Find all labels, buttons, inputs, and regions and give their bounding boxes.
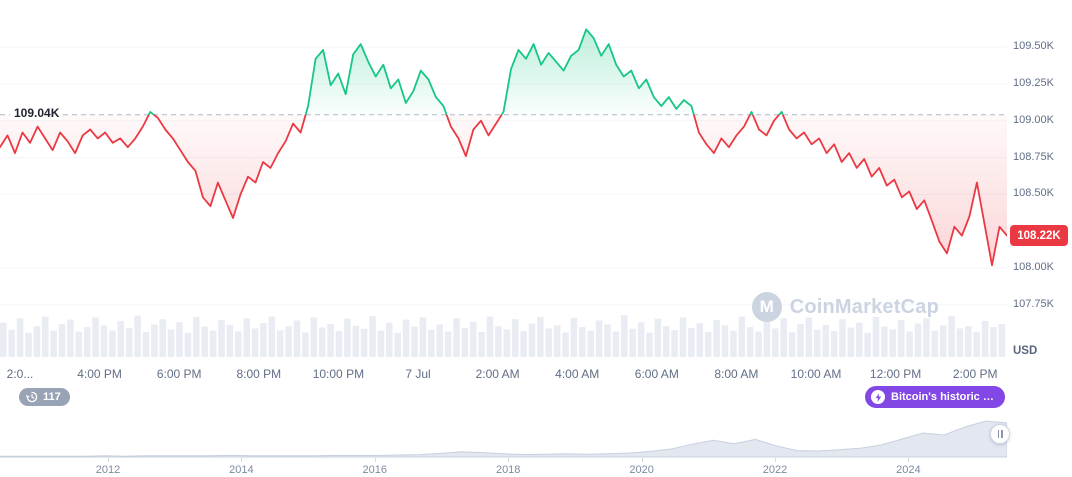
time-axis-label: 8:00 AM [714,367,759,381]
timeline-brush[interactable] [0,412,1008,458]
year-axis-label: 2020 [629,464,654,476]
price-chart-area[interactable]: 109.04K M CoinMarketCap [0,0,1007,360]
coinmarketcap-watermark-text: CoinMarketCap [789,295,939,318]
historic-data-badge[interactable]: Bitcoin's historic $... [865,386,1005,408]
watchlist-count-pill[interactable]: 117 [19,388,70,406]
brush-mini-chart[interactable] [0,412,1008,458]
year-tick [108,458,109,462]
lightning-icon [871,390,885,404]
time-axis-label: 2:00 AM [475,367,520,381]
currency-label: USD [1013,345,1038,357]
year-axis-label: 2012 [95,464,121,476]
price-axis-label: 109.00K [1013,113,1054,126]
brush-handle[interactable] [990,424,1010,444]
watchlist-count: 117 [43,391,61,403]
year-axis-label: 2018 [495,464,521,476]
price-axis-label: 107.75K [1013,297,1054,310]
year-tick [374,458,376,462]
coinmarketcap-logo-icon: M [751,292,782,322]
historic-data-badge-label: Bitcoin's historic $... [891,391,994,403]
time-axis-label: 4:00 AM [555,367,600,381]
time-axis-label: 2:0... [6,367,34,381]
year-tick [508,458,510,462]
price-axis-label: 108.00K [1013,261,1054,274]
coinmarketcap-watermark: M CoinMarketCap [751,292,939,322]
year-tick [241,458,243,462]
price-axis-label: 108.50K [1013,187,1054,200]
time-axis-label: 6:00 AM [634,367,679,381]
price-axis-label: 109.50K [1013,40,1054,52]
time-axis-label: 2:00 PM [952,367,998,381]
time-axis-label: 7 Jul [405,367,431,381]
price-axis-label: 108.75K [1013,150,1054,163]
time-axis-label: 10:00 PM [312,367,365,381]
year-tick [641,458,643,462]
time-axis-label: 10:00 AM [790,367,842,381]
year-tick [908,458,910,462]
year-axis: 2012 2014 2016 2018 2020 2022 2024 [0,458,1007,477]
brush-handle-grip [997,430,999,438]
year-axis-label: 2014 [229,464,254,476]
price-line-chart[interactable] [0,0,1007,360]
year-axis-label: 2022 [762,464,788,476]
time-axis-label: 8:00 PM [236,367,282,381]
time-axis-label: 6:00 PM [156,367,202,381]
time-axis-label: 4:00 PM [77,367,122,381]
price-axis: 108.22K USD 109.50K 109.25K 109.00K 108.75K… [1007,0,1072,360]
history-icon [26,391,38,403]
year-tick [775,458,776,462]
brush-handle-grip [1001,430,1003,438]
time-axis-label: 12:00 PM [869,367,922,381]
price-axis-label: 109.25K [1013,76,1054,89]
open-price-label: 109.04K [10,105,64,120]
time-axis: 2:0... 4:00 PM 6:00 PM 8:00 PM 10:00 PM 7 Jul… [0,360,1007,386]
year-axis-label: 2024 [896,464,921,476]
current-price-badge: 108.22K [1010,225,1068,247]
year-axis-label: 2016 [362,464,388,476]
